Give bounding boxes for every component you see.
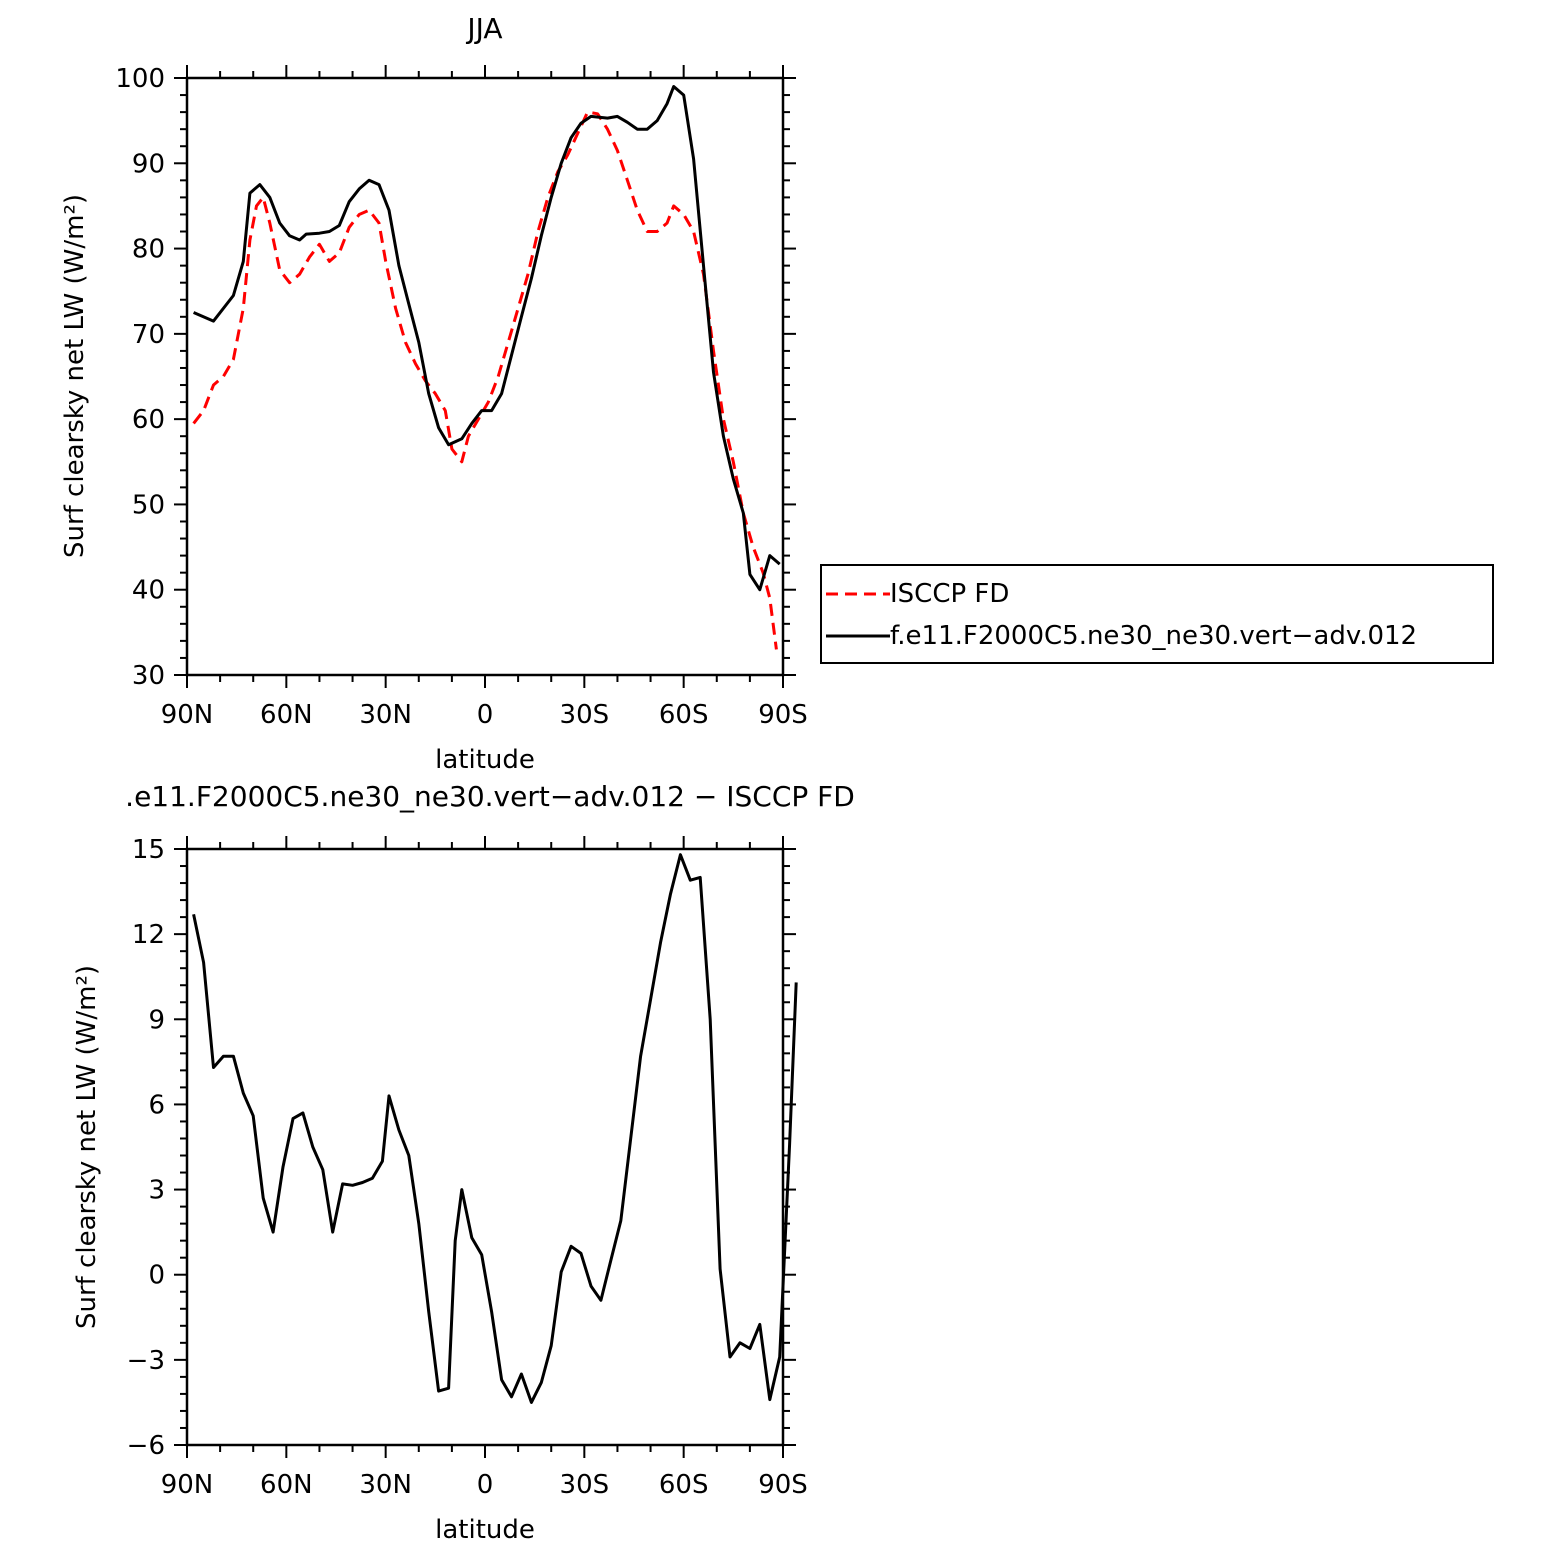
top-series-group — [192, 85, 781, 650]
series-line-isccp — [192, 110, 778, 650]
y-tick-label: 6 — [148, 1090, 165, 1120]
x-tick-label: 30S — [560, 1470, 610, 1500]
top-y-axis-title: Surf clearsky net LW (W/m²) — [60, 194, 90, 558]
y-tick-label: 3 — [148, 1176, 165, 1206]
top-panel: JJA 90N 60N 30N 0 30S 60S 90S 30 40 50 60 70 80 90 100… — [60, 12, 1494, 775]
y-tick-label: 12 — [132, 920, 165, 950]
bottom-axis-ticks: 90N 60N 30N 0 30S 60S 90S −6 −3 0 3 6 9 12 15 — [127, 835, 808, 1500]
y-tick-label: −3 — [127, 1346, 165, 1376]
x-tick-label: 60S — [659, 1470, 709, 1500]
bottom-chart-title: .e11.F2000C5.ne30_ne30.vert−adv.012 − IS… — [125, 780, 855, 813]
bottom-panel: .e11.F2000C5.ne30_ne30.vert−adv.012 − IS… — [72, 780, 855, 1545]
y-tick-label: 80 — [132, 235, 165, 265]
x-tick-label: 60N — [260, 700, 313, 730]
y-tick-label: 70 — [132, 320, 165, 350]
y-tick-label: 30 — [132, 661, 165, 691]
bottom-y-axis-title: Surf clearsky net LW (W/m²) — [72, 965, 102, 1329]
legend-box — [820, 564, 1494, 664]
bottom-series-group — [192, 853, 798, 1404]
legend-label-model: f.e11.F2000C5.ne30_ne30.vert−adv.012 — [890, 621, 1417, 651]
series-line-model — [193, 85, 781, 592]
x-tick-label: 30N — [359, 700, 412, 730]
y-tick-label: −6 — [127, 1431, 165, 1461]
x-tick-label: 90S — [758, 1470, 808, 1500]
legend: ISCCP FD f.e11.F2000C5.ne30_ne30.vert−ad… — [820, 564, 1494, 664]
y-tick-label: 60 — [132, 405, 165, 435]
x-tick-label: 60N — [260, 1470, 313, 1500]
bottom-plot-frame — [185, 847, 785, 1447]
top-chart-title: JJA — [465, 12, 502, 45]
bottom-x-axis-title: latitude — [435, 1515, 535, 1545]
x-tick-label: 0 — [477, 700, 494, 730]
top-axis-ticks: 90N 60N 30N 0 30S 60S 90S 30 40 50 60 70 80 90 100 — [115, 64, 807, 730]
legend-label-isccp: ISCCP FD — [890, 579, 1009, 609]
x-tick-label: 0 — [477, 1470, 494, 1500]
top-x-axis-title: latitude — [435, 745, 535, 775]
y-tick-label: 40 — [132, 576, 165, 606]
x-tick-label: 30N — [359, 1470, 412, 1500]
y-tick-label: 15 — [132, 835, 165, 865]
y-tick-label: 100 — [115, 64, 165, 94]
series-line-difference — [192, 853, 798, 1404]
x-tick-label: 90S — [758, 700, 808, 730]
x-tick-label: 30S — [560, 700, 610, 730]
y-tick-label: 0 — [148, 1261, 165, 1291]
x-tick-label: 60S — [659, 700, 709, 730]
x-tick-label: 90N — [161, 700, 214, 730]
y-tick-label: 50 — [132, 490, 165, 520]
x-tick-label: 90N — [161, 1470, 214, 1500]
y-tick-label: 90 — [132, 149, 165, 179]
y-tick-label: 9 — [148, 1005, 165, 1035]
